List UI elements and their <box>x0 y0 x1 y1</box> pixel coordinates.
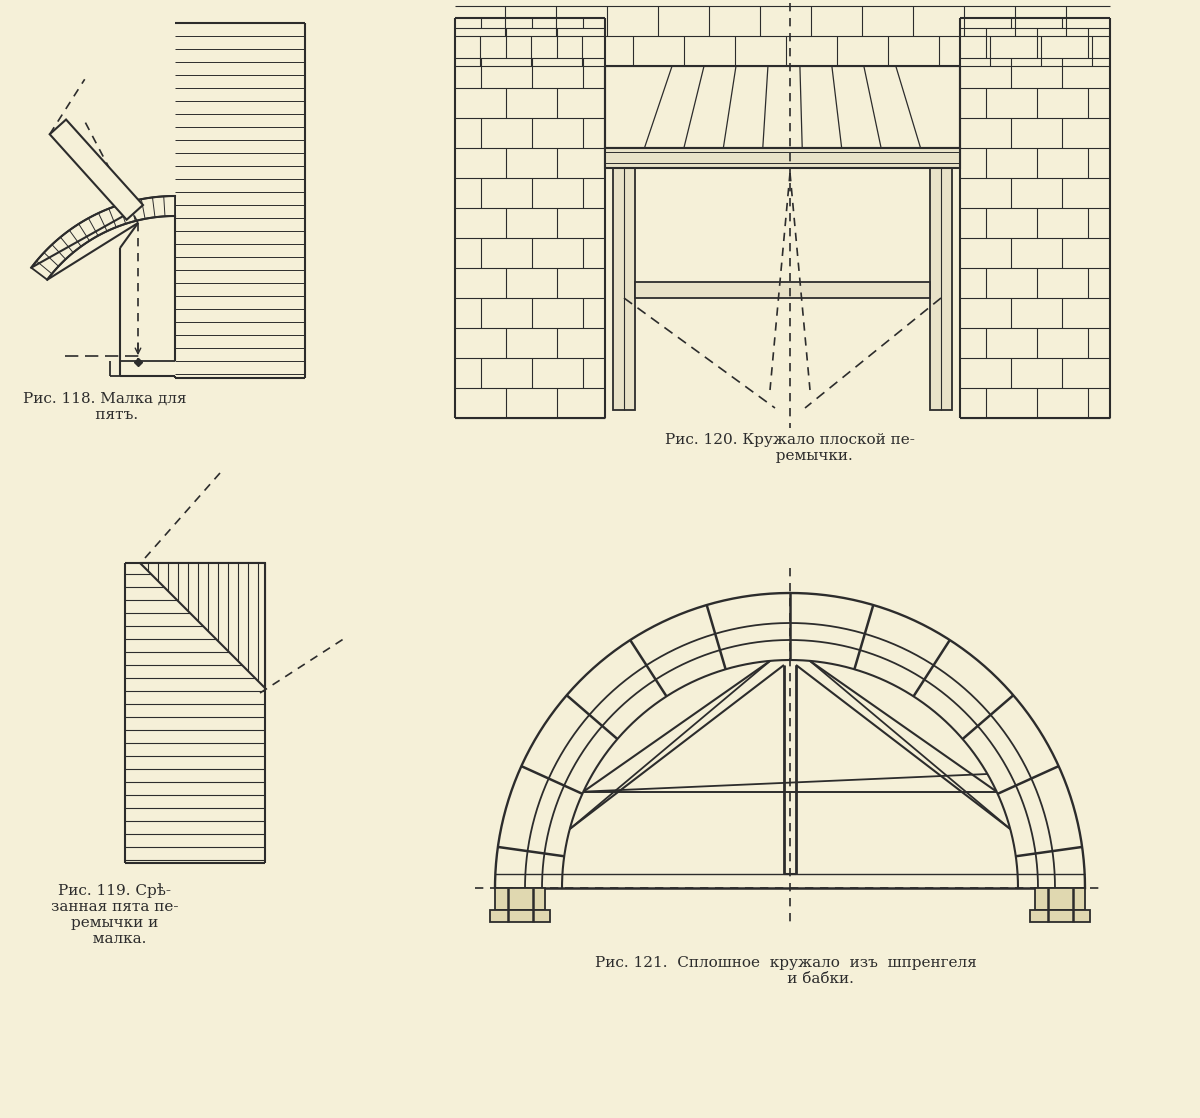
Text: Рис. 118. Малка для
     пятъ.: Рис. 118. Малка для пятъ. <box>23 392 187 423</box>
Polygon shape <box>49 120 143 220</box>
Polygon shape <box>31 196 175 280</box>
Polygon shape <box>613 168 635 410</box>
Polygon shape <box>635 282 930 299</box>
Polygon shape <box>1030 910 1090 922</box>
Polygon shape <box>930 168 952 410</box>
Text: Рис. 119. Срѣ-
занная пята пе-
ремычки и
  малка.: Рис. 119. Срѣ- занная пята пе- ремычки и… <box>52 883 179 947</box>
Polygon shape <box>1034 888 1085 910</box>
Polygon shape <box>140 563 265 688</box>
Text: Рис. 121.  Сплошное  кружало  изъ  шпренгеля
              и бабки.: Рис. 121. Сплошное кружало изъ шпренгеля… <box>595 956 977 986</box>
Polygon shape <box>496 888 545 910</box>
Polygon shape <box>605 148 960 168</box>
Polygon shape <box>490 910 550 922</box>
Text: Рис. 120. Кружало плоской пе-
          ремычки.: Рис. 120. Кружало плоской пе- ремычки. <box>665 433 914 463</box>
